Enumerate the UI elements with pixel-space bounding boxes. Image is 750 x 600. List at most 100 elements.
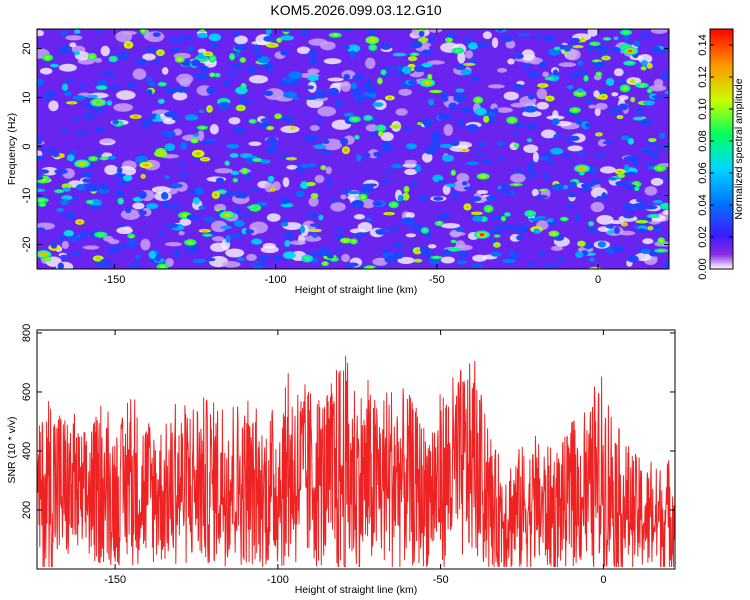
heatmap-cell xyxy=(653,199,663,204)
heatmap-cell-core xyxy=(351,240,356,243)
heatmap-cell-core xyxy=(648,64,652,68)
colorbar: 0.00 0.02 0.04 0.06 0.08 0.10 0.12 0.14 Normali… xyxy=(697,28,745,280)
heatmap-cell xyxy=(368,29,377,36)
heatmap-low-cell xyxy=(372,257,389,266)
heatmap-cell xyxy=(575,116,583,125)
heatmap-cell xyxy=(498,156,505,161)
heatmap-cell-core xyxy=(276,114,280,118)
heatmap-cell-core xyxy=(95,257,101,260)
heatmap-cell xyxy=(153,59,160,66)
heatmap-low-cell xyxy=(541,129,556,139)
heatmap-low-cell xyxy=(228,117,241,125)
heatmap-cell-core xyxy=(547,77,553,80)
heatmap-cell xyxy=(143,122,150,129)
heatmap-cell-core xyxy=(271,188,275,191)
heatmap-cell-core xyxy=(657,166,663,170)
heatmap-cell xyxy=(523,63,531,71)
heatmap-cell xyxy=(611,46,621,55)
heatmap-cell xyxy=(441,91,448,100)
heatmap-cell xyxy=(299,225,306,233)
heatmap-cell xyxy=(147,81,156,86)
snr-x-label: Height of straight line (km) xyxy=(295,584,418,596)
heatmap-cell xyxy=(563,153,573,159)
heatmap-low-cell xyxy=(648,84,667,92)
heatmap-low-cell xyxy=(340,194,347,200)
heatmap-cell xyxy=(512,170,525,174)
heatmap-cell xyxy=(116,51,130,60)
heatmap-cell xyxy=(627,137,635,145)
heatmap-cell xyxy=(112,120,119,125)
heatmap-cell-core xyxy=(474,212,480,215)
heatmap-cell xyxy=(225,191,235,197)
heatmap-cell xyxy=(373,266,388,269)
heatmap-low-cell xyxy=(542,71,550,78)
heatmap-cell xyxy=(523,105,538,113)
heatmap-low-cell xyxy=(113,103,133,112)
heatmap-cell xyxy=(551,183,565,191)
heatmap-cell xyxy=(205,257,216,262)
heatmap-cell xyxy=(169,47,183,52)
heatmap-cell xyxy=(237,257,245,261)
snr-y-ticks: 200 400 600 800 xyxy=(21,324,675,519)
heatmap-cell xyxy=(455,227,464,232)
heatmap-low-cell xyxy=(99,139,115,144)
heatmap-cell xyxy=(501,34,514,43)
heatmap-cell xyxy=(557,256,564,262)
heatmap-cell-core xyxy=(649,227,652,230)
heatmap-cell xyxy=(37,137,43,145)
heatmap-cell-core xyxy=(369,38,376,42)
heatmap-cell xyxy=(632,203,646,210)
heatmap-cell xyxy=(339,29,354,32)
heatmap-cell xyxy=(438,113,453,118)
heatmap-cell-core xyxy=(486,207,491,211)
heatmap-low-cell xyxy=(405,212,415,219)
heatmap-cell xyxy=(250,188,261,193)
heatmap-cell xyxy=(263,90,274,96)
heatmap-low-cell xyxy=(309,124,320,132)
heatmap-cell xyxy=(466,124,479,132)
heatmap-cell xyxy=(164,143,176,151)
heatmap-cell xyxy=(266,136,278,144)
heatmap-cell xyxy=(418,30,425,37)
heatmap-cell-core xyxy=(202,158,208,161)
heatmap-cell xyxy=(64,91,72,97)
heatmap-cell-core xyxy=(250,206,256,209)
heatmap-cell xyxy=(535,215,547,220)
heatmap-cell xyxy=(68,235,80,242)
heatmap-cell-core xyxy=(405,187,408,192)
heatmap-cell xyxy=(259,159,271,164)
heatmap-cell xyxy=(617,103,629,111)
heatmap-cell xyxy=(264,147,278,154)
heatmap-cell xyxy=(471,263,484,268)
heatmap-cell xyxy=(640,60,648,66)
heatmap-cell xyxy=(621,135,630,141)
heatmap-cell-core xyxy=(618,116,622,118)
heatmap-peak xyxy=(41,253,46,256)
heatmap-cell-core xyxy=(230,55,234,59)
heatmap-low-cell xyxy=(266,213,281,222)
heatmap-cell xyxy=(281,29,291,32)
heatmap-low-cell xyxy=(323,58,342,65)
heatmap-cell xyxy=(146,89,153,96)
heatmap-cell xyxy=(382,248,390,254)
heatmap-cell-core xyxy=(386,212,392,215)
heatmap-low-cell xyxy=(317,106,337,117)
heatmap-cell xyxy=(226,143,240,149)
heatmap-cell xyxy=(577,60,584,66)
heatmap-low-cell xyxy=(532,151,539,163)
heatmap-cell xyxy=(396,71,405,77)
colorbar-gradient xyxy=(709,28,734,270)
heatmap-cell xyxy=(587,46,594,53)
heatmap-cell-core xyxy=(187,240,194,244)
heatmap-low-cell xyxy=(442,184,451,195)
heatmap-peak xyxy=(80,162,85,165)
heatmap-cell xyxy=(267,175,275,183)
heatmap-cell xyxy=(306,212,318,218)
heatmap-cell-core xyxy=(69,102,75,104)
heatmap-cell xyxy=(180,141,188,150)
heatmap-cell xyxy=(245,229,254,234)
heatmap-cell xyxy=(445,183,457,188)
heatmap-cell-core xyxy=(177,58,182,61)
heatmap-cell xyxy=(365,217,372,222)
heatmap-low-cell xyxy=(222,261,241,268)
